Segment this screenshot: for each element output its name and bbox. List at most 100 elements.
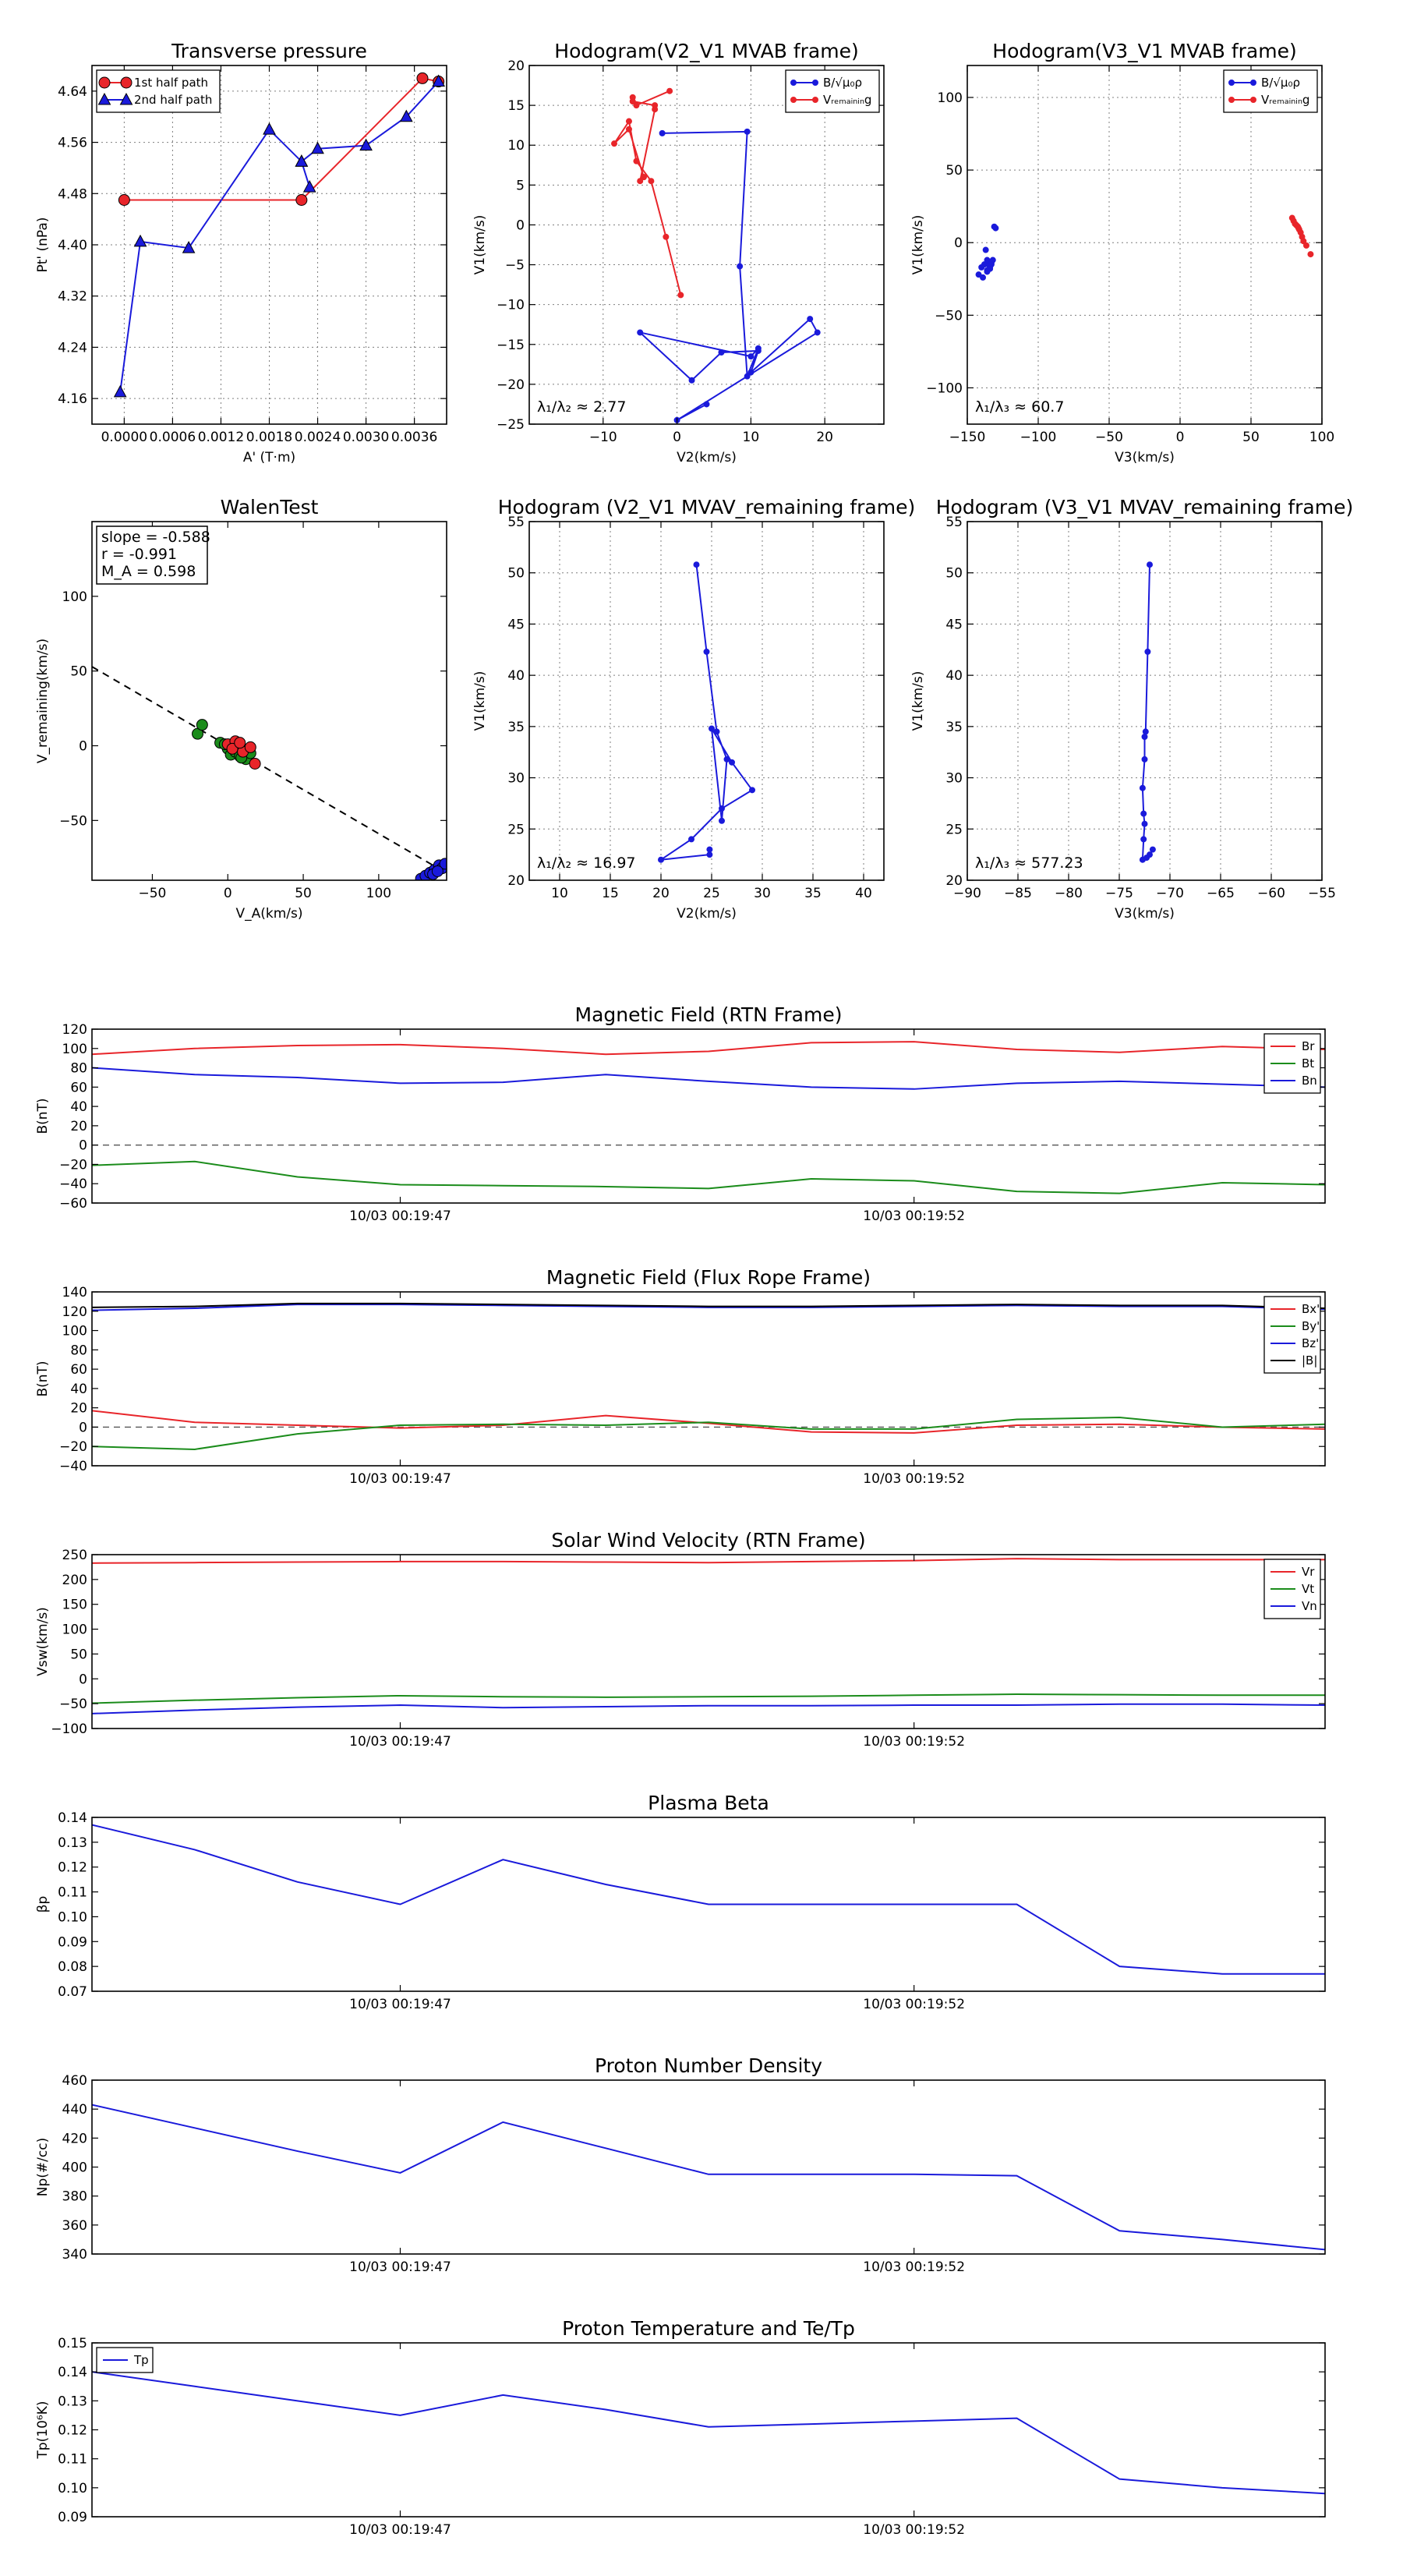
hodo_v2v1_mvav-ytick-label-1: 25 bbox=[507, 822, 525, 837]
hodo_v2v1_mvav-ytick-label-0: 20 bbox=[507, 873, 525, 889]
mag_fr-line-0 bbox=[92, 1410, 1325, 1434]
hodo_v3v1_mvav-xtick-label-1: −85 bbox=[1004, 886, 1032, 901]
hodo_v2v1_mvav-xtick-label-6: 40 bbox=[855, 886, 872, 901]
mag_fr-legend-label-2: Bz' bbox=[1302, 1336, 1319, 1350]
tp-ytick-label-6: 4.64 bbox=[58, 84, 87, 100]
beta-ytick-label-7: 0.14 bbox=[58, 1810, 87, 1826]
vsw-line-0 bbox=[92, 1558, 1325, 1564]
hodo_v2v1_mvav-ytick-label-4: 40 bbox=[507, 668, 525, 684]
hodo_v3v1_mvab-point-0-13 bbox=[988, 261, 995, 268]
tp-legend-label-0: 1st half path bbox=[134, 76, 208, 90]
hodo_v2v1_mvab-series-B bbox=[637, 128, 821, 423]
hodo_v2v1_mvab-point-1-13 bbox=[629, 94, 636, 101]
hodo_v2v1_mvab-point-1-1 bbox=[663, 233, 670, 240]
hodo_v3v1_mvab-xtick-label-2: −50 bbox=[1095, 430, 1123, 445]
hodo_v2v1_mvab-point-1-4 bbox=[625, 118, 632, 125]
walen-point-1-3 bbox=[244, 741, 256, 753]
mag_rtn-xtick-label-0: 10/03 00:19:47 bbox=[349, 1208, 451, 1224]
hodo_v3v1_mvab-xtick-label-0: −150 bbox=[949, 430, 986, 445]
tp_temp-series-Tp bbox=[92, 2371, 1325, 2495]
hodo_v2v1_mvab-ytick-label-3: −10 bbox=[497, 298, 525, 313]
walen-series-blue bbox=[415, 858, 447, 880]
hodo_v3v1_mvab-point-1-9 bbox=[1300, 238, 1307, 245]
mag_fr-ylabel: B(nT) bbox=[35, 1361, 51, 1396]
hodo_v2v1_mvav-xtick-label-4: 30 bbox=[754, 886, 771, 901]
hodo_v2v1_mvav-xtick-label-1: 15 bbox=[602, 886, 619, 901]
hodo_v2v1_mvav-line-0 bbox=[660, 564, 754, 861]
mag_fr-legend: Bx' By' Bz' |B| bbox=[1263, 1296, 1321, 1374]
hodo_v2v1_mvav-frame bbox=[528, 521, 885, 881]
hodo_v2v1_mvab-xlabel: V2(km/s) bbox=[677, 450, 737, 465]
hodo_v3v1_mvab-ytick-label-1: −50 bbox=[935, 308, 963, 324]
mag_rtn-ytick-label-8: 100 bbox=[62, 1042, 87, 1057]
hodo_v2v1_mvab-point-1-0 bbox=[677, 292, 684, 299]
beta-ytick-label-2: 0.09 bbox=[58, 1934, 87, 1950]
hodo_v2v1_mvav-point-0-8 bbox=[719, 805, 725, 812]
hodo_v2v1_mvab-point-0-8 bbox=[718, 349, 725, 356]
hodo_v3v1_mvab-ytick-label-2: 0 bbox=[954, 235, 963, 251]
hodo_v3v1_mvav-point-0-4 bbox=[1141, 755, 1148, 763]
vsw-series-Vr bbox=[92, 1558, 1325, 1564]
vsw-ytick-label-5: 150 bbox=[62, 1598, 87, 1613]
hodo_v3v1_mvav-point-0-7 bbox=[1141, 820, 1148, 827]
tp_temp-frame bbox=[91, 2342, 1326, 2518]
tp-ytick-label-5: 4.56 bbox=[58, 136, 87, 151]
walen-xlabel: V_A(km/s) bbox=[235, 906, 302, 922]
tp_temp-line-0 bbox=[92, 2371, 1325, 2495]
vsw-ytick-label-1: −50 bbox=[59, 1697, 87, 1712]
hodo_v2v1_mvab-point-1-2 bbox=[648, 178, 655, 185]
walen-point-1-6 bbox=[234, 737, 246, 749]
hodo_v3v1_mvab-xtick-label-5: 100 bbox=[1309, 430, 1334, 445]
tp_temp-xtick-label-0: 10/03 00:19:47 bbox=[349, 2522, 451, 2538]
hodo_v3v1_mvav-xtick-label-4: −70 bbox=[1156, 886, 1184, 901]
hodo_v3v1_mvab-point-0-9 bbox=[978, 264, 985, 271]
hodo_v2v1_mvab-legend-marker-b-0 bbox=[812, 80, 818, 86]
mag_fr-xtick-label-0: 10/03 00:19:47 bbox=[349, 1471, 451, 1487]
vsw-series-Vt bbox=[92, 1693, 1325, 1704]
mag_fr-legend-label-0: Bx' bbox=[1302, 1302, 1320, 1316]
hodo_v3v1_mvav-ytick-label-1: 25 bbox=[945, 822, 963, 837]
mag_fr-ytick-label-5: 60 bbox=[70, 1362, 87, 1378]
hodo_v2v1_mvav-xtick-label-5: 35 bbox=[804, 886, 822, 901]
hodo_v3v1_mvav-xtick-label-7: −55 bbox=[1308, 886, 1336, 901]
tp-legend-frame bbox=[96, 69, 221, 113]
hodo_v3v1_mvav-point-0-8 bbox=[1140, 836, 1147, 843]
mag_rtn-ytick-label-6: 60 bbox=[70, 1080, 87, 1095]
vsw-ytick-label-2: 0 bbox=[79, 1672, 87, 1687]
hodo_v3v1_mvab-frame bbox=[967, 65, 1323, 425]
hodo_v3v1_mvav-xtick-label-0: −90 bbox=[953, 886, 981, 901]
mag_fr-ytick-label-4: 40 bbox=[70, 1382, 87, 1397]
hodo_v3v1_mvav-xtick-label-2: −80 bbox=[1055, 886, 1083, 901]
hodo_v2v1_mvav-point-0-2 bbox=[713, 728, 720, 735]
hodo_v2v1_mvav-title: Hodogram (V2_V1 MVAV_remaining frame) bbox=[498, 496, 916, 518]
tp-title: Transverse pressure bbox=[171, 40, 367, 62]
hodo_v2v1_mvav-point-0-11 bbox=[706, 851, 713, 858]
hodo_v2v1_mvav-point-0-4 bbox=[719, 817, 725, 824]
hodo_v2v1_mvab-point-0-7 bbox=[688, 377, 695, 384]
hodo_v2v1_mvab-legend: B/√μ₀ρ Vᵣₑₘₐᵢₙᵢₙg bbox=[785, 69, 880, 113]
hodo_v2v1_mvab-point-1-8 bbox=[640, 174, 647, 181]
hodo_v3v1_mvab-legend-marker-b-1 bbox=[1250, 97, 1256, 103]
hodo_v2v1_mvab-chart: −10 0 10 20 −25 −20 −15 −10 −5 0 5 10 15 20 Hodogram(V… bbox=[472, 40, 885, 465]
mag_rtn-chart: 10/03 00:19:47 10/03 00:19:52 −60 −40 −20 0 20… bbox=[35, 1003, 1326, 1224]
hodo_v3v1_mvav-point-0-12 bbox=[1149, 846, 1156, 853]
vsw-xtick-label-0: 10/03 00:19:47 bbox=[349, 1734, 451, 1750]
hodo_v3v1_mvab-point-0-0 bbox=[982, 246, 989, 253]
hodo_v3v1_mvab-xtick-label-4: 50 bbox=[1242, 430, 1260, 445]
hodo_v3v1_mvab-annotation: λ₁/λ₃ ≈ 60.7 bbox=[975, 398, 1064, 416]
hodo_v2v1_mvab-point-0-11 bbox=[807, 316, 814, 323]
hodo_v3v1_mvav-point-0-1 bbox=[1144, 648, 1151, 655]
tp_temp-ytick-label-4: 0.13 bbox=[58, 2394, 87, 2409]
vsw-ytick-label-4: 100 bbox=[62, 1622, 87, 1638]
vsw-ytick-label-7: 250 bbox=[62, 1548, 87, 1563]
hodo_v3v1_mvab-ylabel: V1(km/s) bbox=[910, 215, 926, 275]
walen-stat-0: slope = -0.588 bbox=[101, 529, 210, 546]
np-ytick-label-2: 380 bbox=[62, 2189, 87, 2205]
hodo_v3v1_mvab-point-0-11 bbox=[980, 274, 987, 281]
tp_temp-chart: 10/03 00:19:47 10/03 00:19:52 0.09 0.10 0.11… bbox=[35, 2317, 1326, 2538]
hodo_v3v1_mvav-ytick-label-4: 40 bbox=[945, 668, 963, 684]
hodo_v3v1_mvav-ytick-label-7: 55 bbox=[945, 515, 963, 530]
mag_fr-legend-label-1: By' bbox=[1302, 1319, 1320, 1333]
hodo_v2v1_mvav-point-0-12 bbox=[706, 846, 713, 853]
hodo_v3v1_mvav-ylabel: V1(km/s) bbox=[910, 671, 926, 731]
